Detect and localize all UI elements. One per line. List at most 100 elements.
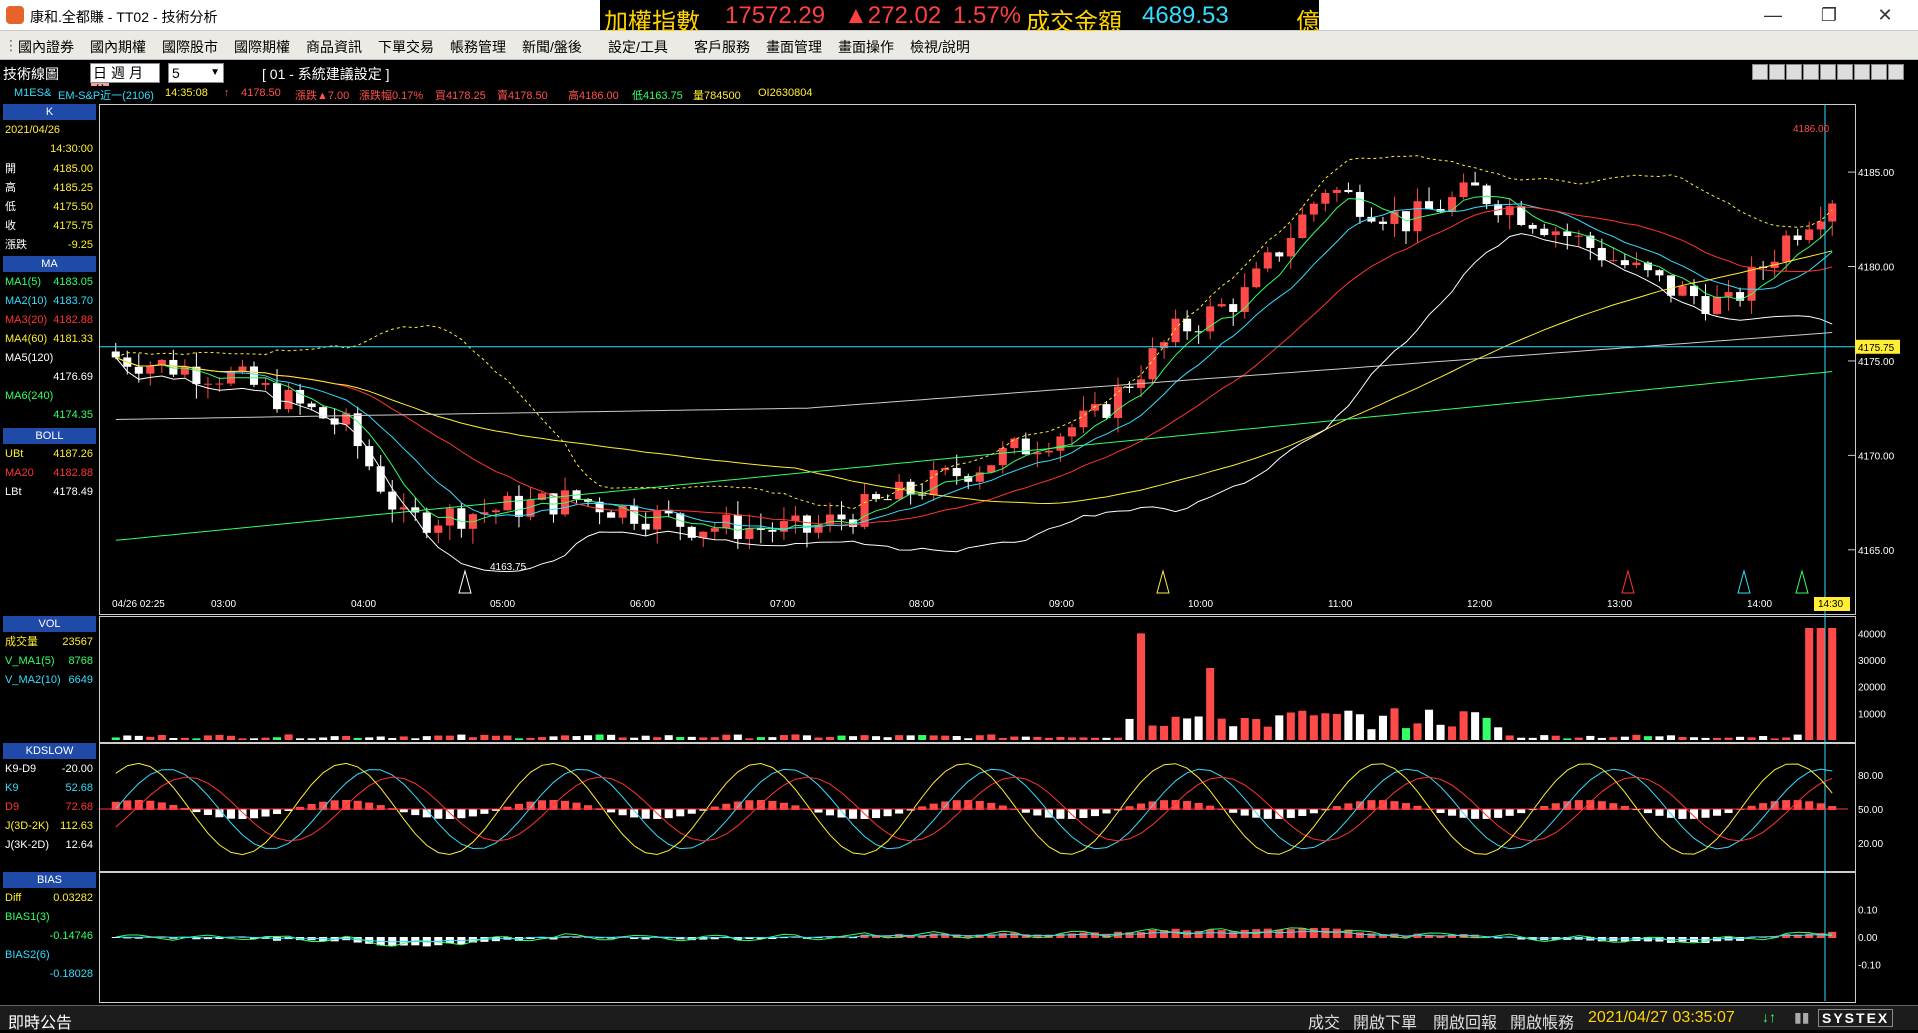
status-trade-button[interactable]: 成交 [1308, 1015, 1341, 1032]
period-tab-2[interactable]: 月 [129, 65, 143, 81]
menu-item-12[interactable]: 檢視/說明 [910, 39, 970, 55]
bias-bar [987, 934, 996, 938]
boll-section-header[interactable]: BOLL [3, 428, 96, 444]
volume-bar [330, 736, 339, 740]
kd-bar [226, 809, 235, 819]
candle-body [261, 383, 270, 385]
volume-bar [1413, 723, 1422, 740]
menu-item-8[interactable]: 設定/工具 [608, 39, 668, 55]
candle-body [411, 507, 420, 513]
zoom-out-icon[interactable] [1820, 64, 1836, 80]
period-tab-0[interactable]: 日 [93, 65, 107, 81]
volume-bar [1183, 718, 1192, 740]
zoom-in-icon[interactable] [1803, 64, 1819, 80]
menu-item-4[interactable]: 商品資訊 [306, 39, 362, 55]
vol-section-header[interactable]: VOL [3, 616, 96, 632]
menu-item-10[interactable]: 畫面管理 [766, 39, 822, 55]
bias-bar [1344, 929, 1353, 938]
menu-item-1[interactable]: 國內期權 [90, 39, 146, 55]
candle-body [365, 446, 374, 467]
volume-bar [192, 738, 201, 740]
move-icon[interactable] [1752, 64, 1768, 80]
minimize-button[interactable]: — [1764, 5, 1782, 25]
kd-bar [584, 805, 593, 810]
bias-bar [1125, 932, 1134, 938]
ticker-change: ▲272.02 [844, 2, 942, 29]
ma-label: MA1(5) [5, 276, 42, 288]
kd-bar [1563, 801, 1572, 810]
menu-item-3[interactable]: 國際期權 [234, 39, 290, 55]
chart-icon[interactable] [1871, 64, 1887, 80]
announcement-label[interactable]: 即時公告 [8, 1015, 73, 1032]
save-icon[interactable] [1854, 64, 1870, 80]
kd-bar [664, 809, 673, 819]
kd-bar [353, 800, 362, 810]
period-tab-1[interactable]: 週 [111, 65, 125, 81]
signal-icon: ↓↑ [1762, 1009, 1776, 1025]
kd-bar [215, 809, 224, 818]
kd-bar [1574, 800, 1583, 810]
volume-bar [699, 737, 708, 740]
ma-section-header[interactable]: MA [3, 256, 96, 272]
minus-icon[interactable] [1769, 64, 1785, 80]
quote-name: EM-S&P近一(2106) [58, 90, 154, 102]
quote-low: 低4163.75 [632, 90, 683, 102]
volume-bar [146, 736, 155, 740]
volume-bar [918, 735, 927, 740]
bias-bar [1782, 934, 1791, 938]
menu-item-2[interactable]: 國際股市 [162, 39, 218, 55]
technical-chart[interactable]: 4175.75 4185.00 4180.00 4175.00 4170.00 4165.… [0, 0, 1918, 1005]
kd-section-header[interactable]: KDSLOW [3, 743, 96, 759]
bias-bar [1471, 934, 1480, 938]
interval-select[interactable]: 5 ▼ [168, 63, 224, 83]
menu-item-6[interactable]: 帳務管理 [450, 39, 506, 55]
candle-body [941, 468, 950, 471]
x-cursor-tag [1814, 597, 1850, 611]
menu-item-5[interactable]: 下單交易 [378, 39, 434, 55]
close-button[interactable]: ✕ [1877, 5, 1893, 25]
volume-bar [1816, 628, 1825, 740]
setting-label[interactable]: [ 01 - 系統建議設定 ] [262, 66, 390, 82]
x-tick-label: 13:00 [1607, 599, 1632, 610]
volume-bar [307, 738, 316, 740]
candle-body [526, 499, 535, 517]
k-value: 4175.50 [53, 201, 93, 213]
k-section-header[interactable]: K [3, 104, 96, 120]
bias-bar [1171, 928, 1180, 938]
kd-bar [1263, 809, 1272, 819]
candle-body [1321, 192, 1330, 204]
bias-bar [1137, 931, 1146, 938]
kd-bar [1782, 800, 1791, 810]
kd-bar [445, 809, 454, 819]
candle-body [296, 389, 305, 404]
menu-item-7[interactable]: 新聞/盤後 [522, 39, 582, 55]
maximize-button[interactable]: ❐ [1820, 5, 1838, 25]
status-report-button[interactable]: 開啟回報 [1433, 1015, 1498, 1032]
arrow-icon[interactable] [1837, 64, 1853, 80]
volume-bar [1217, 718, 1226, 740]
volume-bar [1643, 736, 1652, 740]
status-order-button[interactable]: 開啟下單 [1353, 1015, 1418, 1032]
menu-item-9[interactable]: 客戶服務 [694, 39, 750, 55]
candle-body [1367, 216, 1376, 222]
ma-value: 4181.33 [53, 333, 93, 345]
candle-body [1160, 342, 1169, 349]
status-account-button[interactable]: 開啟帳務 [1510, 1015, 1575, 1032]
volume-bar [169, 738, 178, 740]
panel-title: 技術線圖 [3, 66, 59, 82]
candle-body [1540, 228, 1549, 236]
candle-body [1666, 275, 1675, 296]
bias-bar [1332, 928, 1341, 938]
candle-body [814, 524, 823, 533]
menu-item-0[interactable]: 國內證券 [18, 39, 74, 55]
candle-body [1678, 285, 1687, 296]
bias-section-header[interactable]: BIAS [3, 872, 96, 888]
volume-bar [1286, 712, 1295, 740]
volume-bar [561, 735, 570, 740]
candle-body [342, 413, 351, 425]
plus-icon[interactable] [1786, 64, 1802, 80]
print-icon[interactable] [1888, 64, 1904, 80]
kd-tick-label: 80.00 [1858, 771, 1883, 782]
signal-triangle [1156, 569, 1170, 594]
menu-item-11[interactable]: 畫面操作 [838, 39, 894, 55]
